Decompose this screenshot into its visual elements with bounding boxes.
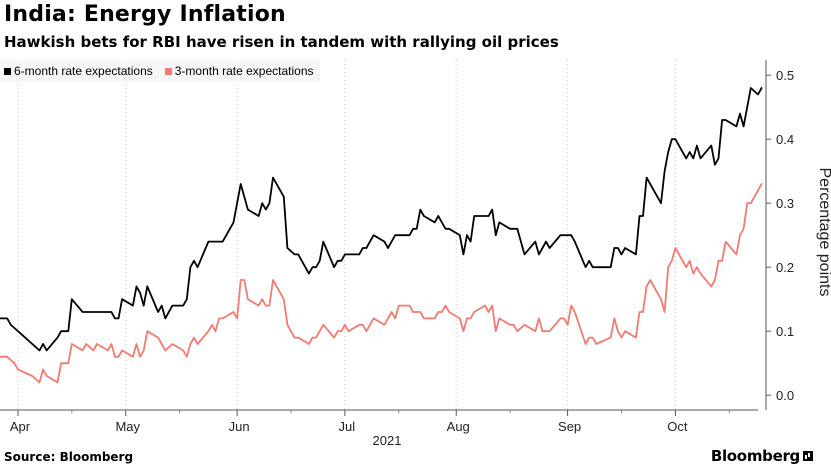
series-line-3-month: [0, 183, 763, 384]
brand-name: Bloomberg: [710, 447, 800, 465]
y-tick-label: 0.2: [776, 260, 794, 275]
x-tick-label: Oct: [667, 419, 688, 434]
bar-chart-icon: [803, 451, 813, 461]
x-tick-label: Sep: [558, 419, 581, 434]
y-tick-label: 0.1: [776, 324, 794, 339]
chart-title: India: Energy Inflation: [4, 2, 286, 27]
legend-item-6-month: 6-month rate expectations: [4, 64, 153, 78]
series-line-6-month: [0, 87, 763, 352]
chart-legend: 6-month rate expectations 3-month rate e…: [0, 60, 320, 82]
legend-swatch-6-month: [4, 67, 11, 75]
legend-swatch-3-month: [164, 67, 172, 75]
legend-label-6-month: 6-month rate expectations: [14, 64, 153, 78]
x-tick-label: Jul: [339, 419, 356, 434]
bloomberg-logo: Bloomberg: [711, 447, 813, 465]
x-axis-label: 2021: [373, 433, 402, 448]
x-tick-label: May: [115, 419, 140, 434]
legend-label-3-month: 3-month rate expectations: [174, 64, 314, 78]
y-tick-label: 0.3: [776, 196, 794, 211]
y-tick-label: 0.0: [776, 388, 794, 403]
y-tick-label: 0.5: [776, 68, 794, 83]
chart-subtitle: Hawkish bets for RBI have risen in tande…: [4, 33, 559, 51]
legend-item-3-month: 3-month rate expectations: [164, 64, 314, 78]
x-tick-label: Jun: [229, 419, 250, 434]
y-axis-title: Percentage points: [816, 168, 831, 297]
x-tick-label: Apr: [10, 419, 31, 434]
source-note: Source: Bloomberg: [4, 450, 134, 464]
x-tick-label: Aug: [447, 419, 470, 434]
y-tick-label: 0.4: [776, 132, 794, 147]
